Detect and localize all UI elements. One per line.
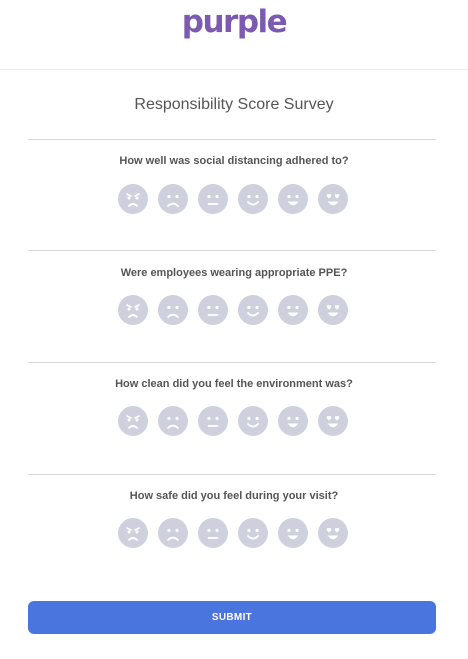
sad-face-icon[interactable] [158, 406, 188, 436]
smile-face-icon[interactable] [238, 518, 268, 548]
angry-face-icon[interactable] [118, 518, 148, 548]
sad-face-icon[interactable] [158, 184, 188, 214]
sad-face-icon[interactable] [158, 518, 188, 548]
heart-eyes-face-icon[interactable] [318, 406, 348, 436]
happy-face-icon[interactable] [278, 406, 308, 436]
question-1-text: How well was social distancing adhered t… [119, 155, 349, 167]
happy-face-icon[interactable] [278, 295, 308, 325]
neutral-face-icon[interactable] [198, 184, 228, 214]
heart-eyes-face-icon[interactable] [318, 184, 348, 214]
angry-face-icon[interactable] [118, 184, 148, 214]
happy-face-icon[interactable] [278, 184, 308, 214]
divider [28, 474, 436, 475]
rating-row-1 [118, 184, 348, 216]
heart-eyes-face-icon[interactable] [318, 518, 348, 548]
question-2-text: Were employees wearing appropriate PPE? [120, 267, 348, 279]
submit-button[interactable]: SUBMIT [28, 601, 436, 634]
divider [28, 362, 436, 363]
header: purple [0, 0, 468, 70]
rating-row-2 [118, 295, 348, 327]
rating-row-4 [118, 518, 348, 550]
happy-face-icon[interactable] [278, 518, 308, 548]
angry-face-icon[interactable] [118, 406, 148, 436]
sad-face-icon[interactable] [158, 295, 188, 325]
rating-row-3 [118, 406, 348, 438]
heart-eyes-face-icon[interactable] [318, 295, 348, 325]
angry-face-icon[interactable] [118, 295, 148, 325]
smile-face-icon[interactable] [238, 406, 268, 436]
smile-face-icon[interactable] [238, 184, 268, 214]
purple-logo: purple [181, 4, 288, 40]
divider [28, 250, 436, 251]
question-4-text: How safe did you feel during your visit? [129, 490, 339, 502]
neutral-face-icon[interactable] [198, 518, 228, 548]
survey-title: Responsibility Score Survey [134, 96, 334, 113]
question-3-text: How clean did you feel the environment w… [115, 378, 353, 390]
divider [28, 139, 436, 140]
neutral-face-icon[interactable] [198, 295, 228, 325]
neutral-face-icon[interactable] [198, 406, 228, 436]
smile-face-icon[interactable] [238, 295, 268, 325]
